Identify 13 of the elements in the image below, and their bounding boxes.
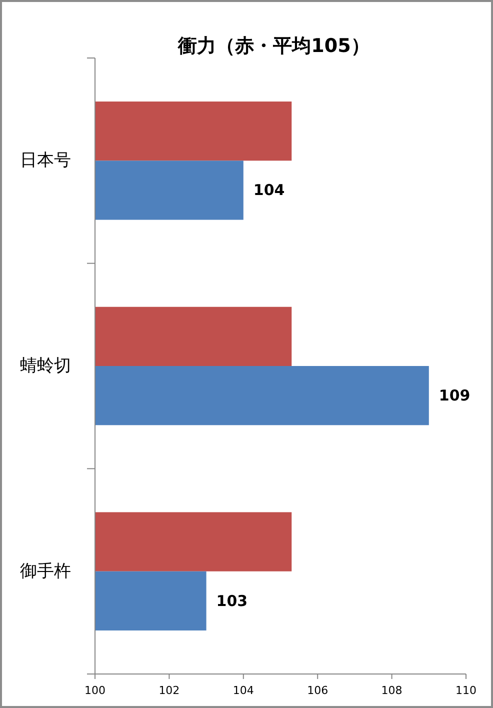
y-tick-label: 蜻蛉切 [20,356,71,376]
data-label: 109 [438,386,470,405]
data-label: 103 [216,592,248,610]
x-tick-label: 108 [381,684,402,697]
chart-title: 衝力（赤・平均105） [177,35,370,57]
data-label: 104 [253,181,285,200]
x-tick-label: 106 [307,684,328,697]
y-tick-label: 日本号 [20,150,71,171]
x-tick-label: 110 [456,684,476,697]
x-tick-label: 104 [232,684,254,697]
x-tick-label: 102 [158,684,180,697]
y-tick-label: 御手杵 [20,561,71,582]
x-tick-label: 100 [84,684,106,697]
